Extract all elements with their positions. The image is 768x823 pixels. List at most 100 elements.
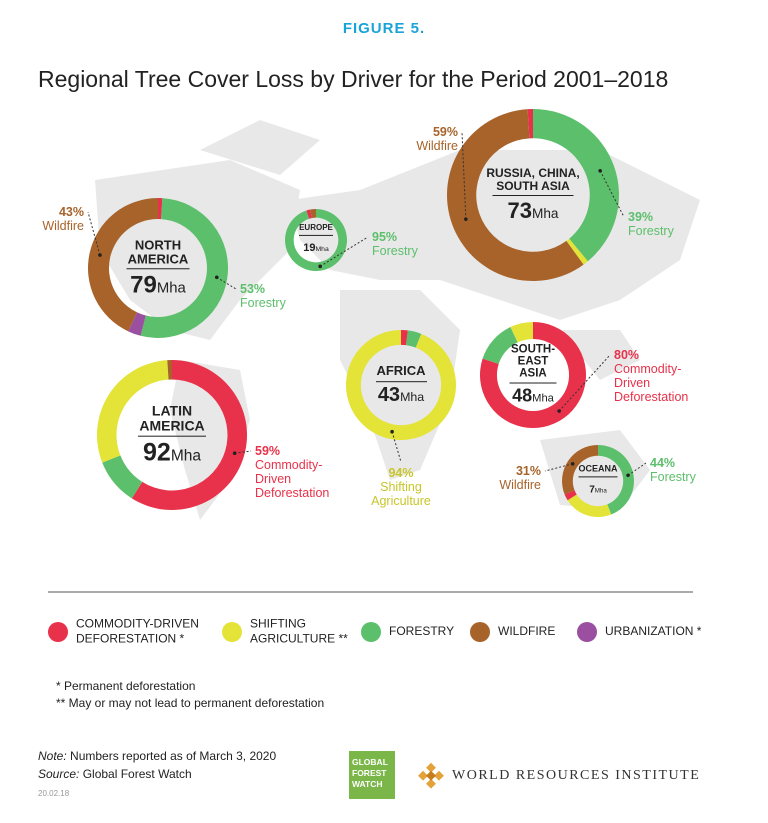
total-unit: Mha — [531, 206, 559, 222]
total-line: 92Mha — [132, 440, 212, 466]
total-value: 7 — [589, 484, 595, 496]
source: Source: Global Forest Watch — [38, 767, 192, 781]
donut-center: LATIN AMERICA 92Mha — [132, 402, 212, 467]
donut-segment — [567, 494, 612, 517]
value-label: 59% — [432, 125, 458, 139]
leader-dot — [390, 429, 394, 434]
donut-center: AFRICA 43Mha — [371, 364, 431, 406]
source-label: Source: — [38, 767, 80, 781]
leader-dot — [318, 264, 322, 269]
total-value: 43 — [377, 383, 401, 406]
donut-segment — [406, 330, 422, 348]
center-rule — [138, 436, 206, 438]
donut-segment — [167, 360, 172, 380]
donut-segment — [510, 322, 533, 343]
region-title: AFRICA — [376, 363, 426, 379]
leader-dot — [626, 473, 630, 478]
segment-label: 53% Forestry — [240, 282, 320, 310]
legend-swatch — [577, 622, 597, 642]
category-label: Shifting Agriculture — [371, 480, 431, 508]
total-value: 19 — [303, 242, 316, 255]
title: Regional Tree Cover Loss by Driver for t… — [38, 66, 669, 92]
leader-line — [558, 354, 611, 412]
total-value: 48 — [512, 385, 533, 406]
region-title: EUROPE — [299, 222, 333, 232]
donut-segment — [97, 360, 169, 463]
value-label: 43% — [58, 205, 84, 219]
value-label: 95% — [372, 230, 398, 244]
leader-dot — [214, 275, 219, 280]
category-label: Wildfire — [499, 478, 541, 492]
total-line: 19Mha — [296, 239, 336, 256]
leader-dot — [232, 451, 237, 456]
donut-segment — [88, 198, 158, 332]
center-rule — [375, 380, 427, 382]
note: Note: Numbers reported as of March 3, 20… — [38, 749, 276, 763]
total-line: 79Mha — [121, 271, 196, 299]
category-label: Forestry — [628, 224, 674, 238]
segment-label: 31% Wildfire — [461, 464, 541, 492]
donut-segment — [564, 490, 577, 501]
donut-segment — [306, 209, 312, 219]
segment-label: 80% Commodity-Driven Deforestation — [614, 348, 694, 404]
center-rule — [509, 382, 557, 384]
total-line: 48Mha — [506, 385, 561, 407]
leader-line — [87, 211, 101, 256]
leader-dot — [464, 217, 468, 221]
legend-swatch — [48, 622, 68, 642]
legend-swatch — [222, 622, 242, 642]
donut-segment — [310, 209, 316, 219]
wri-logo: WORLD RESOURCES INSTITUTE — [452, 768, 701, 783]
note-text: Numbers reported as of March 3, 2020 — [70, 749, 277, 763]
donut-center: EUROPE 19Mha — [296, 222, 336, 256]
donut-segment — [158, 198, 163, 220]
total-line: 43Mha — [371, 383, 431, 406]
total-unit: Mha — [315, 246, 329, 254]
leader-line — [544, 463, 573, 472]
total-line: 7Mha — [576, 481, 621, 498]
center-rule — [492, 195, 574, 197]
donut-center: OCEANA 7Mha — [576, 463, 621, 498]
donut-segment — [131, 360, 248, 510]
segment-label: 59% Commodity-Driven Deforestation — [255, 444, 335, 500]
value-label: 59% — [255, 444, 281, 458]
donut-center: SOUTH-EAST ASIA 48Mha — [506, 344, 561, 407]
center-rule — [578, 476, 618, 478]
note-label: Note: — [38, 749, 67, 763]
footnote: ** May or may not lead to permanent defo… — [56, 696, 325, 710]
segment-label: 95% Forestry — [372, 230, 452, 258]
donut-segment — [447, 109, 584, 281]
leader-line — [461, 131, 467, 220]
region-title: LATIN AMERICA — [139, 402, 205, 434]
leader-dot — [557, 409, 561, 413]
donut-segment — [128, 312, 146, 336]
category-label: Wildfire — [416, 139, 458, 153]
donut-center: RUSSIA, CHINA, SOUTH ASIA 73Mha — [486, 167, 581, 223]
category-label: Forestry — [650, 470, 696, 484]
wri-logo-icon — [418, 762, 444, 789]
segment-label: 43% Wildfire — [4, 205, 84, 233]
value-label: 39% — [628, 210, 654, 224]
category-label: Commodity-Driven Deforestation — [614, 362, 689, 404]
total-value: 79 — [130, 271, 157, 299]
legend-swatch — [470, 622, 490, 642]
donut-segment — [566, 238, 588, 265]
donut-segment — [482, 327, 518, 364]
total-line: 73Mha — [486, 199, 581, 223]
segment-label: 39% Forestry — [628, 210, 708, 238]
leader-dot — [598, 169, 602, 173]
center-rule — [126, 268, 190, 270]
segment-label: 59% Wildfire — [378, 125, 458, 153]
donut-center: NORTH AMERICA 79Mha — [121, 238, 196, 299]
leader-line — [319, 236, 369, 267]
total-unit: Mha — [156, 280, 186, 297]
donut-segment — [533, 109, 619, 262]
source-text: Global Forest Watch — [82, 767, 192, 781]
legend-label: WILDFIRE — [498, 624, 556, 638]
region-title: SOUTH-EAST ASIA — [510, 343, 556, 380]
category-label: Forestry — [372, 244, 418, 258]
legend-label: URBANIZATION * — [605, 624, 702, 638]
total-value: 73 — [507, 198, 532, 224]
legend-label: SHIFTING AGRICULTURE ** — [250, 616, 348, 646]
